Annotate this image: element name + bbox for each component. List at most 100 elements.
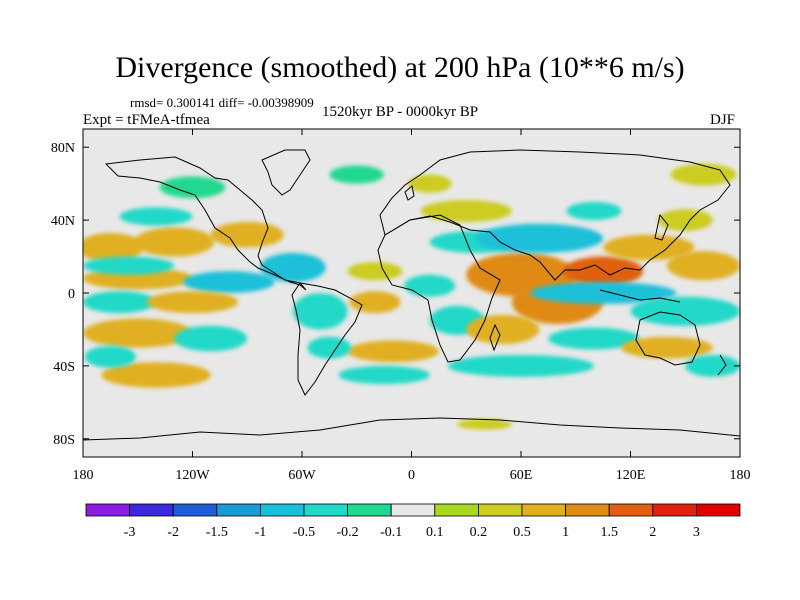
colorbar-swatch <box>477 503 523 517</box>
colorbar-swatch <box>696 503 741 517</box>
divergence-field <box>83 163 740 430</box>
season-label: DJF <box>710 112 736 128</box>
map-axes: 180 120W 60W 0 60E 120E 180 80N 40N 0 40S 80S <box>51 129 751 483</box>
field-region <box>83 318 193 348</box>
colorbar-swatch <box>521 503 566 517</box>
field-region <box>307 336 352 359</box>
field-region <box>404 274 456 297</box>
field-region <box>260 252 326 283</box>
coast-south-america <box>291 282 363 396</box>
colorbar-label: -2 <box>167 525 179 540</box>
x-tick-label: 120E <box>616 468 646 483</box>
coast-eurasia <box>379 149 731 281</box>
coast-japan <box>654 213 669 241</box>
y-tick-label: 40S <box>53 360 75 375</box>
coast-africa <box>377 214 501 363</box>
field-region <box>457 418 512 430</box>
coast-greenland <box>261 149 311 196</box>
field-region <box>347 262 403 281</box>
y-tick-label: 80S <box>53 433 75 448</box>
colorbar-label: -3 <box>124 525 136 540</box>
field-region <box>667 251 740 281</box>
x-tick-label: 60E <box>510 468 533 483</box>
field-region <box>657 209 713 232</box>
field-region <box>562 256 644 286</box>
colorbar-swatch <box>172 503 218 517</box>
field-region <box>159 176 226 199</box>
x-tick-label: 120W <box>175 468 210 483</box>
coast-uk <box>404 185 415 201</box>
colorbar-swatch <box>129 503 174 517</box>
colorbar-label: 1 <box>562 525 569 540</box>
y-tick-label: 0 <box>68 287 75 302</box>
field-region <box>101 362 211 388</box>
field-region <box>530 282 677 304</box>
field-region <box>134 227 215 257</box>
colorbar-label: -0.5 <box>293 525 315 540</box>
colorbar-swatch <box>303 503 348 517</box>
colorbar-label: -0.1 <box>380 525 402 540</box>
field-region <box>84 345 136 368</box>
colorbar-label: -1 <box>255 525 267 540</box>
stats-label: rmsd= 0.300141 diff= -0.00398909 <box>130 95 314 110</box>
field-region <box>566 201 622 221</box>
y-tick-label: 40N <box>51 214 75 229</box>
x-tick-label: 60W <box>288 468 316 483</box>
colorbar-swatch <box>608 503 654 517</box>
field-region <box>119 207 193 226</box>
field-region <box>338 365 430 385</box>
colorbar-swatch <box>347 503 392 517</box>
coast-antarctica <box>83 417 740 441</box>
colorbar-label: 0.5 <box>513 525 531 540</box>
experiment-label: Expt = tFMeA-tfmea <box>83 112 210 128</box>
field-region <box>146 291 239 314</box>
field-region <box>448 354 594 377</box>
field-region <box>210 221 284 248</box>
colorbar-swatch <box>390 503 436 517</box>
plot-title: Divergence (smoothed) at 200 hPa (10**6 … <box>115 51 685 84</box>
coast-north-america <box>104 156 307 291</box>
colorbar-swatch <box>259 503 305 517</box>
colorbar-label: 2 <box>649 525 656 540</box>
x-tick-label: 0 <box>408 468 415 483</box>
colorbar-swatch <box>216 503 261 517</box>
field-region <box>548 327 640 350</box>
field-region <box>466 314 540 345</box>
period-label: 1520kyr BP - 0000kyr BP <box>322 104 479 120</box>
field-region <box>475 223 604 253</box>
colorbar-label: 0.2 <box>470 525 488 540</box>
coast-indonesia <box>599 289 681 303</box>
colorbar-swatch <box>652 503 697 517</box>
field-region <box>174 325 248 352</box>
field-region <box>670 163 737 186</box>
x-tick-label: 180 <box>730 468 751 483</box>
colorbar-swatch <box>434 503 479 517</box>
field-region <box>83 256 175 275</box>
coast-new-zealand <box>717 354 727 376</box>
field-region <box>329 165 385 184</box>
colorbar-label: 1.5 <box>600 525 618 540</box>
field-region <box>292 293 348 330</box>
field-region <box>83 291 156 314</box>
x-tick-label: 180 <box>73 468 94 483</box>
colorbar: -3 -2 -1.5 -1 -0.5 -0.2 -0.1 0.1 0.2 0.5 1 1.5 2 3 <box>85 503 741 540</box>
field-region <box>420 200 512 222</box>
colorbar-swatch <box>565 503 610 517</box>
field-region <box>349 291 401 314</box>
field-region <box>603 234 695 261</box>
field-region <box>347 340 439 363</box>
field-region <box>630 296 740 326</box>
field-region <box>685 354 740 377</box>
field-region <box>183 271 275 294</box>
colorbar-label: 3 <box>693 525 700 540</box>
coast-madagascar <box>489 323 501 352</box>
field-region <box>407 174 452 193</box>
colorbar-swatch <box>85 503 130 517</box>
colorbar-label: -0.2 <box>337 525 359 540</box>
coastlines <box>83 149 740 441</box>
y-tick-label: 80N <box>51 141 75 156</box>
coast-australia <box>635 311 701 366</box>
colorbar-label: 0.1 <box>426 525 444 540</box>
colorbar-label: -1.5 <box>206 525 228 540</box>
